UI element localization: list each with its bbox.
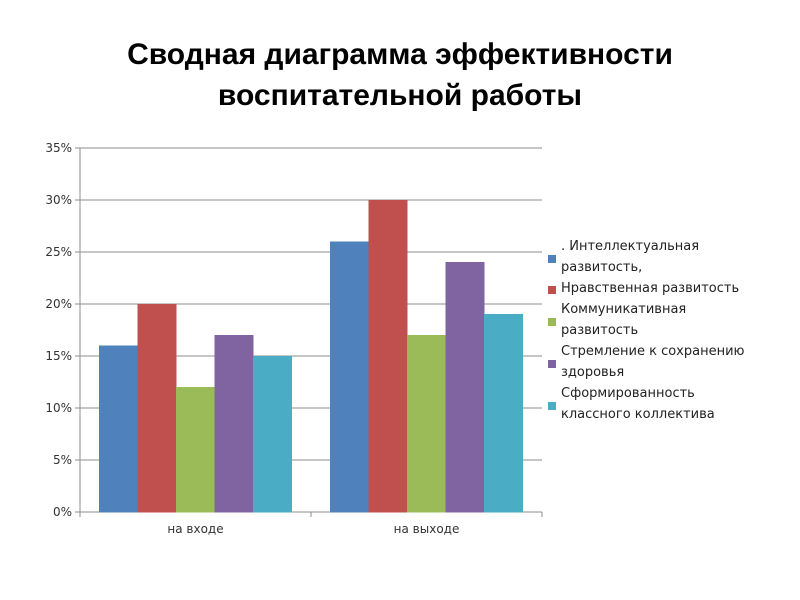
legend-swatch	[548, 286, 556, 294]
legend-label: Коммуникативная развитость	[561, 302, 687, 338]
bar	[445, 262, 485, 513]
bar	[214, 334, 254, 513]
y-tick-label: 25%	[45, 245, 72, 259]
bar	[484, 314, 523, 513]
slide-title-line-1: Сводная диаграмма эффективности	[127, 38, 673, 71]
legend-swatch	[548, 360, 556, 368]
slide-title: Сводная диаграмма эффективности воспитат…	[0, 34, 800, 116]
y-tick-label: 35%	[45, 141, 72, 155]
bar	[253, 355, 292, 513]
legend-swatch	[548, 402, 556, 410]
x-category-label: на выходе	[394, 522, 460, 536]
legend-swatch	[548, 255, 556, 263]
bar	[137, 303, 177, 513]
legend-item: . Интеллектуальная развитость,	[546, 236, 800, 278]
legend-item: Сформированность классного коллектива	[546, 383, 800, 425]
x-category-label: на входе	[167, 522, 223, 536]
y-tick-label: 20%	[45, 297, 72, 311]
slide-title-line-2: воспитательной работы	[217, 79, 583, 112]
legend-item: Нравственная развитость	[546, 278, 800, 299]
legend-swatch	[548, 318, 556, 326]
bar	[368, 199, 408, 513]
legend-item: Стремление к сохранению здоровья	[546, 341, 800, 383]
legend-label: . Интеллектуальная развитость,	[561, 239, 700, 275]
y-tick-label: 15%	[45, 349, 72, 363]
y-tick-label: 0%	[53, 505, 72, 519]
bar	[330, 241, 369, 513]
y-tick-label: 10%	[45, 401, 72, 415]
legend-label: Сформированность классного коллектива	[561, 386, 715, 422]
chart-legend: . Интеллектуальная развитость, Нравствен…	[546, 236, 800, 425]
y-tick-label: 30%	[45, 193, 72, 207]
bar	[99, 345, 138, 513]
legend-item: Коммуникативная развитость	[546, 299, 800, 341]
bar	[407, 334, 446, 513]
legend-label: Стремление к сохранению здоровья	[561, 344, 745, 380]
legend-label: Нравственная развитость	[561, 281, 740, 296]
y-tick-label: 5%	[53, 453, 72, 467]
bar	[176, 386, 215, 513]
